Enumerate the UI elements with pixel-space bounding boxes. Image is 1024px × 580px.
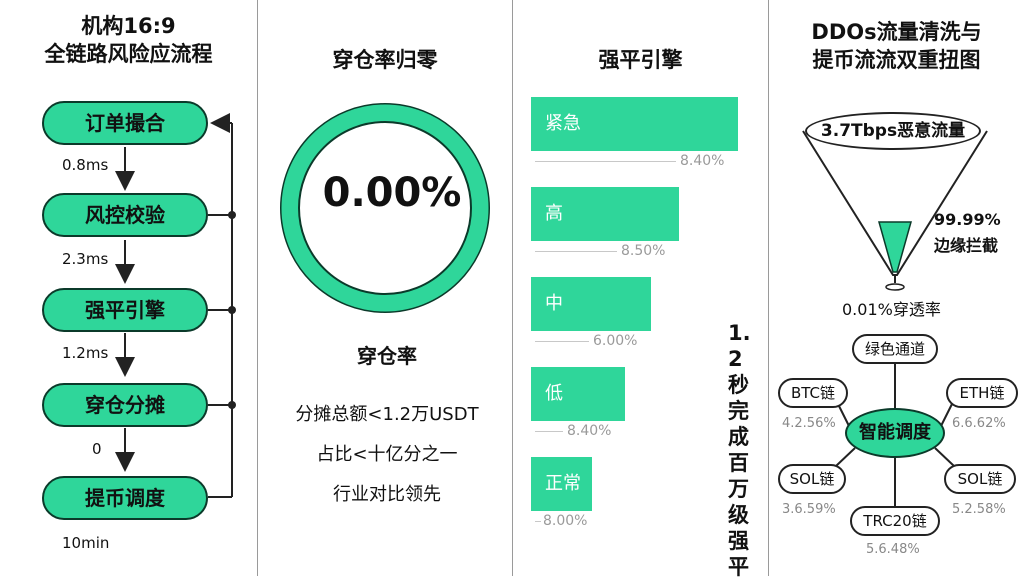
panel4-title-line1: DDOs流量清洗与 xyxy=(811,20,982,44)
panel2-title: 穿仓率归零 xyxy=(332,48,438,72)
bar-category-label: 低 xyxy=(545,383,563,404)
spoke-pct: 5.2.58% xyxy=(952,502,1006,517)
spoke-trc20-chain: TRC20链 xyxy=(850,506,940,536)
flow-node-loss-sharing: 穿仓分摊 xyxy=(42,383,208,427)
panel-divider xyxy=(257,0,258,576)
funnel-top-label: 3.7Tbps恶意流量 xyxy=(805,112,981,150)
bar-guide-line xyxy=(535,521,541,522)
intercept-label: 边缘拦截 xyxy=(934,236,999,255)
panel4-title: DDOs流量清洗与 提币流流双重扭图 xyxy=(769,18,1024,74)
bar xyxy=(531,187,679,241)
bar-value-label: 8.40% xyxy=(567,423,612,439)
spoke-pct: 5.6.48% xyxy=(866,542,920,557)
bar-value-label: 8.40% xyxy=(680,153,725,169)
panel1-title: 机构16:9 全链路风险应流程 xyxy=(0,12,257,68)
junction-dot xyxy=(228,401,236,409)
spoke-line xyxy=(934,447,955,467)
flow-node-liquidation: 强平引擎 xyxy=(42,288,208,332)
bar-category-label: 正常 xyxy=(545,473,581,494)
spoke-btc-chain: BTC链 xyxy=(778,378,848,408)
spoke-pct: 3.6.59% xyxy=(782,502,836,517)
spoke-sol-chain: SOL链 xyxy=(944,464,1016,494)
panel-divider xyxy=(768,0,769,576)
panel1-title-line1: 机构16:9 xyxy=(81,14,176,38)
info-line: 占比<十亿分之一 xyxy=(316,444,458,465)
bar-guide-line xyxy=(535,431,563,432)
spoke-line xyxy=(835,447,856,467)
info-line: 行业对比领先 xyxy=(333,484,441,505)
gauge-value: 0.00% xyxy=(322,170,462,216)
flow-time: 10min xyxy=(62,534,110,552)
panel4-title-line2: 提币流流双重扭图 xyxy=(812,48,981,72)
bar-guide-line xyxy=(535,161,676,162)
bar-value-label: 8.00% xyxy=(543,513,588,529)
bar-category-label: 高 xyxy=(545,203,563,224)
flow-time: 0.8ms xyxy=(62,156,109,174)
info-line: 分摊总额<1.2万USDT xyxy=(295,404,479,425)
gauge-label: 穿仓率 xyxy=(357,344,417,368)
junction-dot xyxy=(228,211,236,219)
panel-divider xyxy=(512,0,513,576)
flow-node-withdraw: 提币调度 xyxy=(42,476,208,520)
bar-guide-line xyxy=(535,341,589,342)
gauge-ring-inner xyxy=(298,121,472,295)
spoke-eth-chain: ETH链 xyxy=(946,378,1018,408)
gauge-ring xyxy=(281,104,489,312)
panel1-title-line2: 全链路风险应流程 xyxy=(44,42,213,66)
junction-dot xyxy=(228,306,236,314)
funnel-fill xyxy=(878,221,912,273)
bar-category-label: 中 xyxy=(545,293,563,314)
flow-node-order-match: 订单撮合 xyxy=(42,101,208,145)
bar-guide-line xyxy=(535,251,617,252)
spoke-green-channel: 绿色通道 xyxy=(852,334,938,364)
spoke-pct: 4.2.56% xyxy=(782,416,836,431)
bar-category-label: 紧急 xyxy=(545,113,581,134)
spoke-sol-chain: SOL链 xyxy=(778,464,846,494)
hub-smart-dispatch: 智能调度 xyxy=(845,408,945,458)
spoke-pct: 6.6.62% xyxy=(952,416,1006,431)
bar xyxy=(531,97,738,151)
vertical-note: 1.2秒完成百万级强平 xyxy=(728,321,751,579)
flow-time: 1.2ms xyxy=(62,344,109,362)
flow-node-risk-check: 风控校验 xyxy=(42,193,208,237)
intercept-pct: 99.99% xyxy=(934,210,1001,229)
bar-value-label: 6.00% xyxy=(593,333,638,349)
funnel-drop xyxy=(885,283,905,291)
gauge-ring-outer xyxy=(280,103,490,313)
bar xyxy=(531,277,651,331)
bar-value-label: 8.50% xyxy=(621,243,666,259)
flow-time: 0 xyxy=(92,440,102,458)
flow-time: 2.3ms xyxy=(62,250,109,268)
bar xyxy=(531,367,625,421)
panel3-title: 强平引擎 xyxy=(598,48,683,72)
bar xyxy=(531,457,592,511)
penetration-rate: 0.01%穿透率 xyxy=(842,300,941,319)
